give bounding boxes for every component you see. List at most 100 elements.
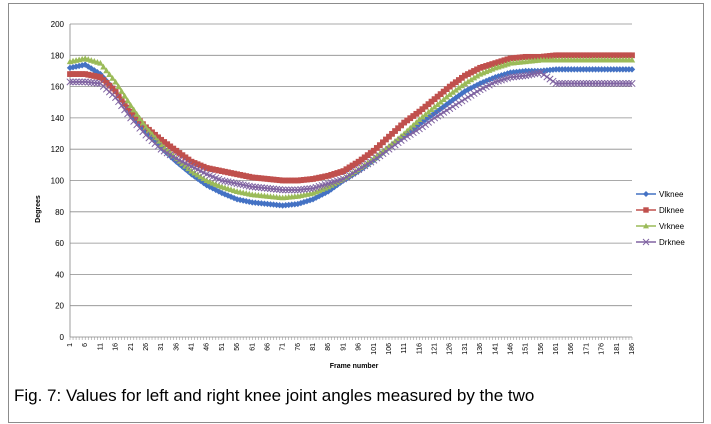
data-point [458, 82, 466, 89]
data-point [145, 127, 153, 134]
x-tick-label: 91 [340, 343, 347, 351]
data-point [78, 78, 86, 86]
data-point [568, 52, 575, 59]
series-drknee [66, 68, 636, 194]
data-point [121, 92, 128, 99]
data-point [376, 152, 384, 160]
data-point [81, 78, 89, 86]
data-point [66, 64, 74, 72]
data-point [629, 52, 635, 59]
data-point [91, 73, 98, 79]
data-point [471, 68, 477, 74]
data-point [182, 154, 189, 161]
data-point [397, 136, 405, 144]
y-tick-label: 120 [51, 145, 65, 154]
data-point [142, 124, 150, 130]
data-point [570, 79, 578, 88]
data-point [574, 52, 581, 59]
data-point [388, 143, 396, 151]
data-point [431, 96, 438, 102]
data-point [112, 88, 119, 95]
y-tick-label: 200 [51, 20, 65, 29]
data-point [176, 150, 183, 156]
data-point [136, 115, 144, 122]
data-point [249, 174, 256, 181]
data-point [246, 173, 253, 180]
data-point [543, 73, 551, 81]
data-point [553, 52, 559, 59]
data-point [434, 93, 441, 100]
x-tick-label: 61 [249, 343, 256, 351]
data-point [240, 172, 247, 179]
data-point [607, 79, 615, 88]
data-point [273, 176, 280, 183]
data-point [419, 106, 426, 113]
data-point [507, 55, 514, 62]
data-point [579, 79, 587, 88]
data-point [237, 171, 243, 178]
x-tick-label: 56 [234, 343, 241, 351]
data-point [383, 136, 389, 143]
data-point [452, 79, 459, 86]
data-point [248, 183, 256, 191]
data-point [498, 58, 505, 65]
x-tick-label: 51 [219, 343, 226, 351]
y-tick-label: 140 [51, 114, 65, 123]
data-point [513, 68, 520, 76]
data-point [124, 97, 131, 104]
data-point [619, 79, 627, 88]
data-point [613, 79, 621, 88]
data-point [573, 79, 581, 88]
data-point [258, 200, 265, 207]
data-point [580, 52, 587, 59]
data-point [94, 73, 101, 80]
data-point [556, 52, 562, 59]
data-point [467, 76, 475, 83]
data-point [534, 53, 541, 60]
y-tick-labels: 0 20 40 60 80 100 120 140 160 180 200 [51, 20, 65, 342]
data-point [519, 54, 526, 61]
data-point [73, 71, 79, 77]
data-point [227, 193, 235, 200]
data-point [251, 183, 259, 191]
data-point [75, 62, 83, 70]
legend: Vlknee Dlknee Vrknee Drknee [636, 190, 685, 247]
data-point [437, 91, 444, 97]
data-point [297, 177, 304, 184]
data-point [373, 145, 380, 151]
data-point [440, 88, 447, 95]
data-point [200, 175, 207, 182]
data-point [264, 176, 271, 182]
data-point [206, 165, 213, 172]
data-point [279, 186, 287, 194]
data-point [325, 183, 332, 190]
x-tick-label: 11 [97, 343, 104, 350]
data-point [291, 177, 298, 184]
data-point [591, 79, 600, 88]
data-point [513, 54, 520, 61]
data-point [422, 111, 429, 118]
data-point [124, 110, 132, 118]
data-point [385, 145, 393, 153]
x-tick-label: 31 [158, 343, 165, 351]
data-point [115, 92, 122, 99]
data-point [252, 174, 259, 181]
data-point [72, 78, 80, 86]
data-point [531, 53, 538, 60]
data-point [194, 171, 201, 178]
data-point [601, 79, 609, 88]
data-point [76, 71, 82, 77]
data-point [109, 85, 116, 92]
x-tick-label: 26 [143, 343, 150, 351]
data-point [325, 172, 332, 179]
data-point [455, 84, 463, 91]
data-point [585, 79, 594, 88]
x-tick-label: 126 [447, 343, 454, 355]
data-point [464, 78, 472, 85]
data-point [219, 168, 225, 174]
data-point [88, 65, 95, 72]
data-point [604, 52, 611, 59]
data-point [310, 176, 316, 182]
x-tick-label: 86 [325, 343, 332, 351]
data-point [164, 141, 171, 148]
